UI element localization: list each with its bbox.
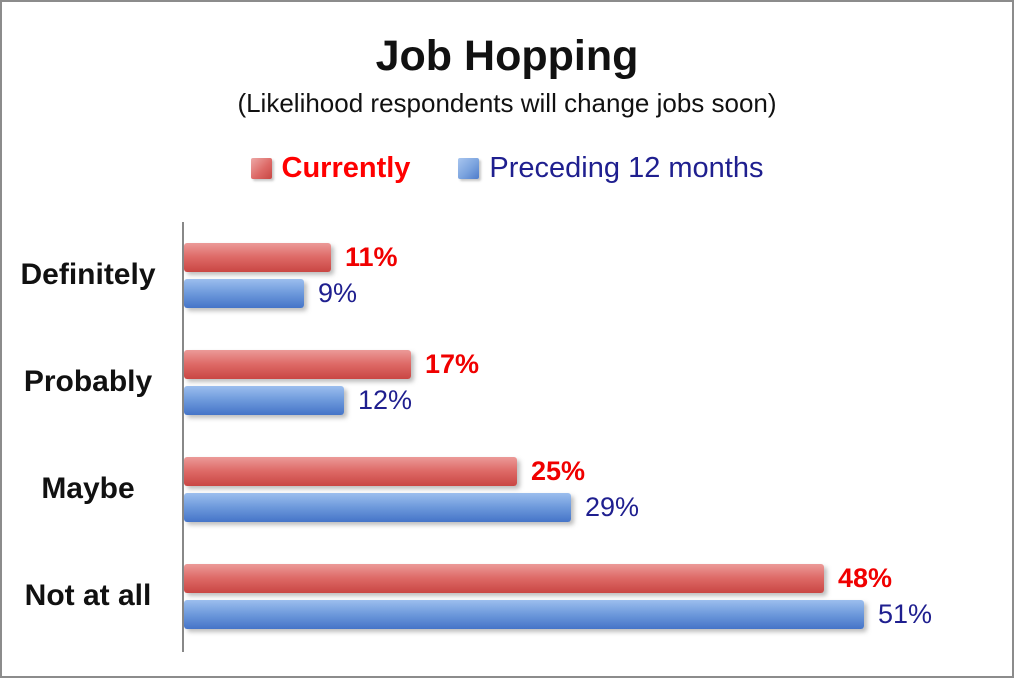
legend-item-preceding: Preceding 12 months <box>458 152 763 185</box>
legend-swatch-currently-icon <box>250 158 272 179</box>
legend-label-preceding: Preceding 12 months <box>489 152 764 184</box>
chart-subtitle: (Likelihood respondents will change jobs… <box>237 88 777 118</box>
plot-area: Definitely 11% 9% Probably 17% 12% Maybe 25% 29%… <box>2 222 1012 652</box>
bar-preceding-maybe <box>184 493 571 522</box>
value-label-currently-probably: 17% <box>425 349 480 379</box>
legend-swatch-preceding-icon <box>458 158 480 179</box>
category-row-probably: Probably 17% 12% <box>2 329 1012 436</box>
value-label-currently-maybe: 25% <box>531 456 586 486</box>
bar-preceding-probably <box>184 386 344 415</box>
bar-preceding-definitely <box>184 279 304 308</box>
value-label-currently-definitely: 11% <box>345 242 398 272</box>
bar-preceding-not-at-all <box>184 600 864 629</box>
category-label-definitely: Definitely <box>20 258 156 291</box>
value-label-preceding-maybe: 29% <box>585 492 640 522</box>
y-axis-line <box>182 222 184 652</box>
legend-label-currently: Currently <box>281 152 411 184</box>
bar-currently-definitely <box>184 243 331 272</box>
legend: Currently Preceding 12 months <box>2 152 1012 185</box>
category-label-maybe: Maybe <box>41 472 135 505</box>
category-label-not-at-all: Not at all <box>24 579 152 612</box>
chart-title: Job Hopping <box>375 32 639 80</box>
bar-currently-probably <box>184 350 411 379</box>
category-row-not-at-all: Not at all 48% 51% <box>2 543 1012 650</box>
value-label-preceding-definitely: 9% <box>318 278 358 308</box>
bar-currently-not-at-all <box>184 564 824 593</box>
value-label-currently-not-at-all: 48% <box>838 563 893 593</box>
category-row-definitely: Definitely 11% 9% <box>2 222 1012 329</box>
bar-currently-maybe <box>184 457 517 486</box>
value-label-preceding-probably: 12% <box>358 385 413 415</box>
category-label-probably: Probably <box>23 365 153 398</box>
legend-item-currently: Currently <box>250 152 411 185</box>
value-label-preceding-not-at-all: 51% <box>878 599 933 629</box>
category-row-maybe: Maybe 25% 29% <box>2 436 1012 543</box>
